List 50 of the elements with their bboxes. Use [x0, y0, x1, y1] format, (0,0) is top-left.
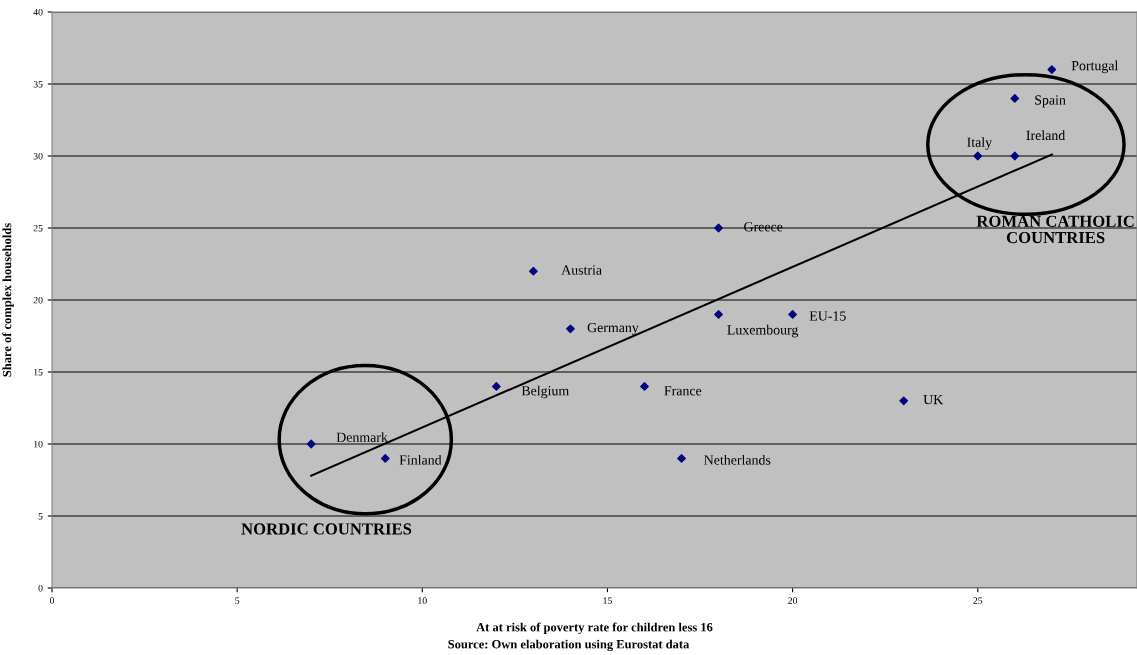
annotation: Germany — [587, 322, 639, 336]
point — [1047, 65, 1057, 74]
x-tick-label: 0 — [49, 597, 55, 604]
annotation: Netherlands — [704, 454, 771, 465]
x-tick-label: 25 — [973, 597, 983, 604]
point — [1010, 151, 1020, 161]
annotation: Luxembourg — [727, 324, 799, 338]
annotation: Ireland — [1026, 130, 1066, 141]
annotation: Austria — [561, 265, 602, 275]
point — [566, 324, 575, 334]
point — [788, 310, 797, 319]
x-tick-label: 15 — [603, 597, 612, 604]
annotation: Greece — [744, 222, 783, 232]
point — [973, 151, 983, 161]
y-tick-label: 15 — [34, 368, 43, 376]
annotation: ROMAN CATHOLIC COUNTRIES — [976, 215, 1134, 244]
y-tick-label: 35 — [33, 80, 43, 88]
annotation: Denmark — [336, 432, 388, 442]
annotation: Spain — [1035, 95, 1066, 108]
y-tick-label: 40 — [33, 8, 43, 16]
x-tick-label: 10 — [418, 597, 427, 604]
point — [714, 310, 723, 319]
annotation: UK — [923, 395, 944, 405]
point — [491, 382, 501, 391]
x-tick-label: 20 — [788, 597, 798, 604]
point — [380, 454, 390, 463]
annotation: Italy — [967, 137, 993, 150]
y-axis-title: Share of complex households — [2, 223, 14, 377]
point — [714, 223, 723, 233]
annotation: France — [664, 386, 702, 396]
source-note: Source: Own elaboration using Eurostat data — [448, 639, 690, 652]
y-tick-label: 20 — [33, 296, 43, 304]
y-tick-label: 25 — [33, 224, 43, 232]
point — [306, 439, 316, 449]
point — [529, 266, 538, 276]
y-tick-label: 0 — [38, 584, 43, 592]
annotation: NORDIC COUNTRIES — [241, 523, 412, 535]
annotation: Finland — [399, 454, 442, 465]
x-tick-label: 5 — [235, 597, 240, 604]
y-tick-label: 10 — [34, 440, 43, 448]
point — [640, 382, 649, 391]
point — [677, 454, 686, 463]
y-tick-label: 30 — [33, 152, 43, 160]
x-axis-title: At at risk of poverty rate for children less 16 — [476, 622, 713, 635]
annotation: Belgium — [521, 385, 569, 399]
point — [1010, 94, 1020, 103]
annotation: EU-15 — [809, 311, 846, 321]
y-tick-label: 5 — [38, 513, 43, 520]
annotation: Portugal — [1071, 60, 1119, 74]
point — [899, 396, 909, 406]
